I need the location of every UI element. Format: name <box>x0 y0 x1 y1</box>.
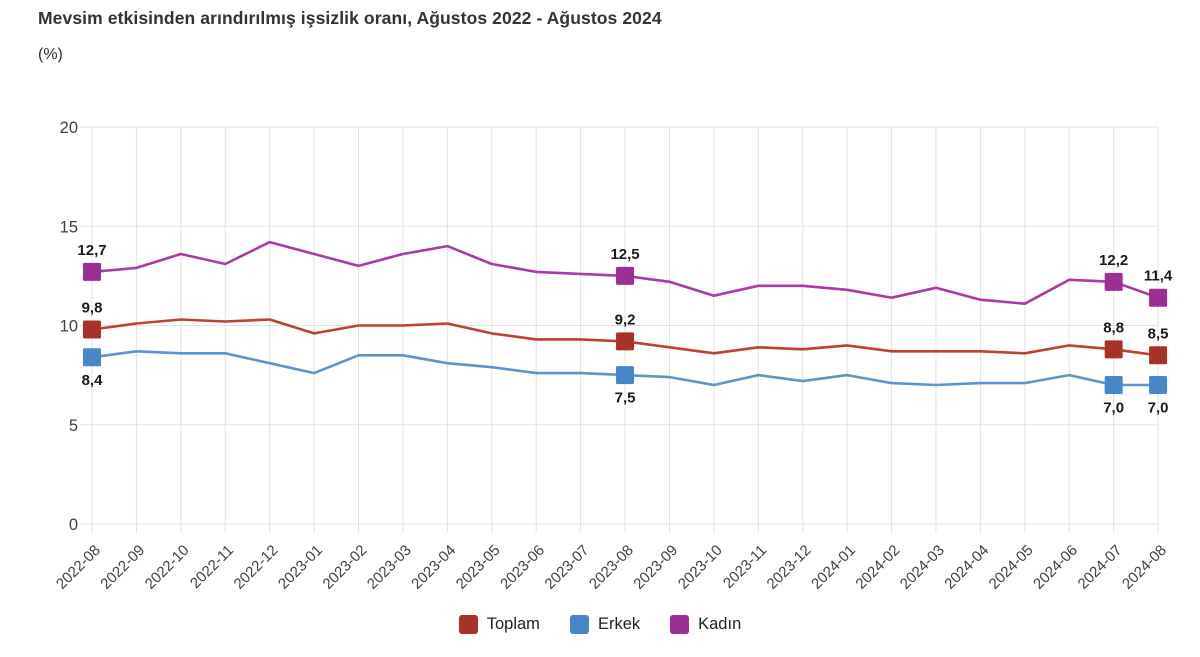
data-label: 7,5 <box>615 390 636 407</box>
x-axis-tick-label: 2023-09 <box>630 542 681 593</box>
series-toplam: 9,8 9,2 8,8 8,5 <box>82 299 1169 365</box>
x-axis-tick-label: 2024-07 <box>1075 542 1126 593</box>
x-axis-tick-label: 2022-10 <box>142 542 193 593</box>
x-axis-tick-label: 2024-04 <box>941 542 992 593</box>
legend-label: Kadın <box>698 615 742 633</box>
marker-kadın-2022-08[interactable] <box>83 262 101 281</box>
legend-item-toplam[interactable]: Toplam <box>458 615 540 634</box>
marker-kadın-2023-08[interactable] <box>616 266 635 285</box>
marker-toplam-2024-08[interactable] <box>1149 346 1168 365</box>
series-erkek: 8,4 7,5 7,0 7,0 <box>82 348 1169 417</box>
data-label: 12,2 <box>1099 252 1128 269</box>
marker-erkek-2024-07[interactable] <box>1104 376 1123 395</box>
x-axis-tick-label: 2023-07 <box>541 542 592 593</box>
marker-toplam-2022-08[interactable] <box>83 320 101 339</box>
data-label: 7,0 <box>1103 400 1124 417</box>
x-axis-tick-label: 2023-03 <box>364 542 415 593</box>
x-axis-tick-label: 2023-05 <box>453 542 504 593</box>
marker-erkek-2022-08[interactable] <box>83 348 101 367</box>
y-axis-tick-label: 20 <box>60 119 78 137</box>
marker-kadın-2024-07[interactable] <box>1104 272 1123 291</box>
legend: Toplam Erkek Kadın <box>0 615 1200 634</box>
x-axis-tick-label: 2024-06 <box>1030 542 1081 593</box>
x-axis-tick-label: 2023-06 <box>497 542 548 593</box>
data-label: 7,0 <box>1148 400 1169 417</box>
legend-swatch-erkek[interactable] <box>569 615 589 634</box>
data-label: 12,7 <box>77 242 106 259</box>
legend-item-erkek[interactable]: Erkek <box>569 615 641 634</box>
data-label: 9,8 <box>82 299 103 316</box>
x-axis-tick-label: 2023-08 <box>586 542 637 593</box>
x-axis-tick-label: 2022-08 <box>53 542 104 593</box>
marker-kadın-2024-08[interactable] <box>1149 288 1168 307</box>
x-axis-tick-label: 2024-02 <box>852 542 903 593</box>
x-axis-tick-label: 2023-10 <box>675 542 726 593</box>
gridlines <box>80 126 1159 533</box>
legend-item-kadın[interactable]: Kadın <box>670 615 741 634</box>
x-axis-tick-label: 2023-12 <box>764 542 815 593</box>
x-axis-tick-label: 2024-03 <box>897 542 948 593</box>
marker-erkek-2024-08[interactable] <box>1149 376 1168 395</box>
y-axis-tick-label: 0 <box>69 516 78 534</box>
x-axis-tick-label: 2023-04 <box>408 542 459 593</box>
data-label: 8,4 <box>82 372 104 389</box>
marker-toplam-2024-07[interactable] <box>1104 340 1123 359</box>
legend-label: Toplam <box>486 615 540 633</box>
x-axis-tick-label: 2023-02 <box>319 542 370 593</box>
data-label: 9,2 <box>615 311 636 328</box>
x-axis-tick-label: 2024-08 <box>1119 542 1170 593</box>
marker-erkek-2023-08[interactable] <box>616 366 635 385</box>
data-label: 11,4 <box>1144 268 1173 285</box>
data-label: 8,8 <box>1103 319 1124 336</box>
y-axis-tick-label: 10 <box>60 318 78 336</box>
x-axis-tick-label: 2023-11 <box>720 542 770 592</box>
x-axis-tick-label: 2024-01 <box>808 542 859 593</box>
x-axis: 2022-082022-092022-102022-112022-122023-… <box>53 542 1170 593</box>
x-axis-tick-label: 2022-12 <box>231 542 282 593</box>
chart-unit-label: (%) <box>38 46 63 63</box>
y-axis-tick-label: 15 <box>60 218 78 236</box>
x-axis-tick-label: 2024-05 <box>986 542 1037 593</box>
y-axis: 0 5 10 15 20 <box>60 119 78 534</box>
legend-swatch-toplam[interactable] <box>458 615 478 634</box>
x-axis-tick-label: 2023-01 <box>275 542 326 593</box>
x-axis-tick-label: 2022-11 <box>187 542 237 592</box>
legend-swatch-kadın[interactable] <box>670 615 690 634</box>
data-label: 8,5 <box>1148 325 1169 342</box>
x-axis-tick-label: 2022-09 <box>97 542 148 593</box>
y-axis-tick-label: 5 <box>69 417 78 435</box>
series-kadın: 12,7 12,5 12,2 11,4 <box>77 240 1173 307</box>
marker-toplam-2023-08[interactable] <box>616 332 635 351</box>
chart-title: Mevsim etkisinden arındırılmış işsizlik … <box>38 8 662 28</box>
legend-label: Erkek <box>597 615 641 633</box>
data-label: 12,5 <box>610 246 639 263</box>
